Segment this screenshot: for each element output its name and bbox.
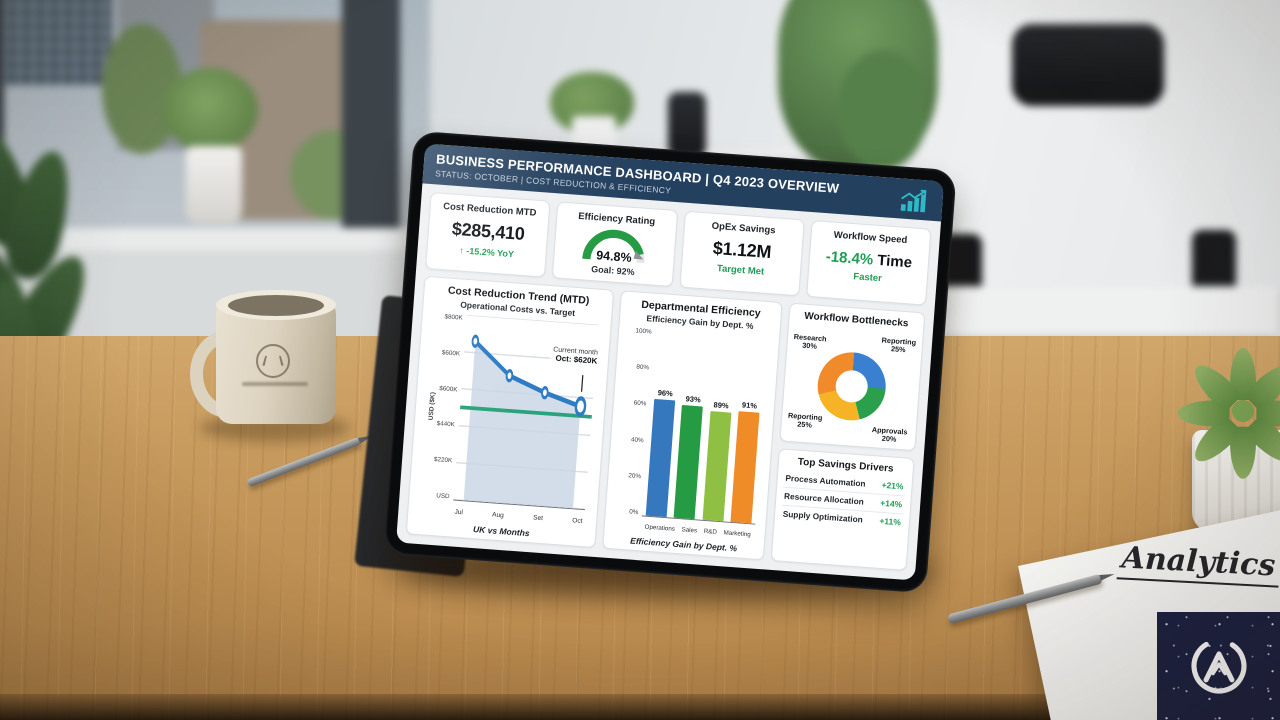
- bar-value-label: 93%: [685, 393, 702, 404]
- bar: [645, 398, 676, 518]
- bar-category: R&D: [703, 527, 718, 536]
- kpi-label: Workflow Speed: [833, 229, 908, 247]
- mug-text-blur: [242, 382, 308, 386]
- kpi-delta: ↑ -15.2% YoY: [432, 243, 541, 261]
- line-chart-plot: USD ($K) $800K $600K $600K $440K $220K USD Cu…: [414, 310, 605, 530]
- annotation: Current month Oct: $620K: [549, 345, 602, 367]
- y-tick: 80%: [636, 363, 650, 372]
- up-arrow-icon: ↑: [459, 245, 465, 256]
- donut-label-reporting: Reporting 25%: [881, 335, 917, 355]
- dashboard-header: BUSINESS PERFORMANCE DASHBOARD | Q4 2023…: [422, 143, 944, 222]
- kpi-value-rest: Time: [872, 251, 913, 272]
- x-tick: Jul: [454, 508, 464, 517]
- y-tick: 60%: [633, 399, 647, 408]
- savings-panel: Top Savings Drivers Process Automation +2…: [770, 447, 915, 571]
- analytics-logo-icon: [1190, 638, 1247, 694]
- paper-title: Analytics: [1116, 540, 1280, 588]
- bar: [730, 411, 760, 524]
- donut-label-approvals: Approvals 20%: [871, 424, 908, 445]
- line-chart-svg: [453, 314, 599, 511]
- y-tick: USD: [436, 492, 450, 501]
- kpi-status: Faster: [852, 271, 883, 285]
- mug-logo: [256, 344, 290, 378]
- bar-chart-plot: 100% 80% 60% 40% 20% 0% 96% 93% 89% 91% Operatio…: [611, 325, 773, 543]
- large-plant: [838, 50, 928, 170]
- potted-plant: [162, 68, 258, 152]
- smart-speaker: [668, 92, 706, 158]
- bar-chart-trend-icon: [900, 189, 927, 212]
- tablet: BUSINESS PERFORMANCE DASHBOARD | Q4 2023…: [383, 130, 957, 594]
- line-chart-panel: Cost Reduction Trend (MTD) Operational C…: [405, 275, 615, 549]
- y-tick: 100%: [635, 327, 652, 336]
- kpi-label: OpEx Savings: [711, 220, 776, 237]
- office-chair-headrest: [1012, 24, 1164, 106]
- bar-chart-categories: Operations Sales R&D Marketing: [641, 523, 754, 539]
- kpi-value: -18.4% Time: [814, 247, 923, 272]
- donut-label-research: Research 30%: [793, 332, 827, 352]
- donut: [815, 350, 888, 424]
- bar-category: Marketing: [723, 529, 751, 539]
- donut-chart-panel: Workflow Bottlenecks Research 30% Reporti…: [779, 302, 926, 451]
- bar: [673, 404, 704, 520]
- donut-hole: [834, 369, 869, 404]
- bar-category: Sales: [681, 526, 698, 535]
- bar-value-label: 96%: [657, 388, 674, 399]
- y-tick: 0%: [628, 508, 639, 517]
- kpi-status: Target Met: [716, 263, 765, 278]
- bar-column: 91%: [730, 339, 764, 524]
- brand-badge: [1157, 612, 1280, 720]
- kpi-card-opex-savings: OpEx Savings $1.12M Target Met: [678, 210, 805, 297]
- kpi-value: $285,410: [451, 218, 526, 244]
- kpi-label: Cost Reduction MTD: [442, 200, 537, 219]
- kpi-card-efficiency-rating: Efficiency Rating 94.8% Goal: 92%: [552, 201, 678, 287]
- bar: [702, 411, 732, 522]
- kpi-value: $1.12M: [712, 237, 772, 263]
- bar-category: Operations: [644, 523, 676, 533]
- bar-chart-panel: Departmental Efficiency Efficiency Gain …: [602, 290, 783, 561]
- y-tick: 20%: [628, 472, 642, 480]
- bar-value-label: 89%: [713, 400, 729, 411]
- mug-interior: [228, 295, 324, 316]
- window-sill: [0, 228, 415, 252]
- gauge-needle: [633, 250, 644, 260]
- y-tick: $800K: [444, 313, 463, 322]
- bar-value-label: 91%: [741, 400, 758, 411]
- right-column: Workflow Bottlenecks Research 30% Reporti…: [770, 302, 926, 571]
- bar-column: 96%: [645, 333, 680, 518]
- annotation-line2: Oct: $620K: [555, 353, 598, 366]
- y-tick: $600K: [441, 349, 461, 358]
- x-tick: Aug: [491, 511, 505, 520]
- kpi-card-cost-reduction: Cost Reduction MTD $285,410 ↑ -15.2% YoY: [425, 192, 551, 278]
- bar-column: 89%: [702, 337, 736, 522]
- succulent-center: [1232, 400, 1254, 422]
- plant-pot: [186, 146, 242, 224]
- y-tick: 40%: [630, 435, 644, 444]
- kpi-row: Cost Reduction MTD $285,410 ↑ -15.2% YoY…: [416, 183, 941, 310]
- y-tick: $600K: [438, 384, 458, 394]
- donut-label-reporting2: Reporting 25%: [787, 410, 823, 430]
- y-tick: $440K: [436, 420, 456, 429]
- gauge: [559, 223, 670, 269]
- kpi-delta-text: -15.2% YoY: [466, 245, 515, 260]
- x-axis-ticks: Jul Aug Set Oct: [452, 508, 585, 525]
- sideboard: [918, 286, 1278, 336]
- y-tick: $220K: [433, 456, 453, 465]
- kpi-value-highlight: -18.4%: [825, 248, 874, 269]
- donut-wrap: Research 30% Reporting 25% Reporting 25% Ap…: [786, 321, 917, 445]
- bar-column: 93%: [673, 335, 708, 520]
- kpi-card-workflow-speed: Workflow Speed -18.4% Time Faster: [805, 219, 932, 306]
- bar-chart-bars: 96% 93% 89% 91%: [642, 332, 769, 525]
- x-tick: Oct: [571, 517, 583, 526]
- building: [0, 0, 112, 86]
- savings-rows: Process Automation +21% Resource Allocati…: [780, 469, 906, 532]
- panel-row: Cost Reduction Trend (MTD) Operational C…: [396, 272, 934, 580]
- coffee-mug: [190, 290, 358, 452]
- gauge-arc: [582, 229, 645, 264]
- x-tick: Set: [532, 514, 544, 523]
- tablet-screen: BUSINESS PERFORMANCE DASHBOARD | Q4 2023…: [396, 143, 944, 581]
